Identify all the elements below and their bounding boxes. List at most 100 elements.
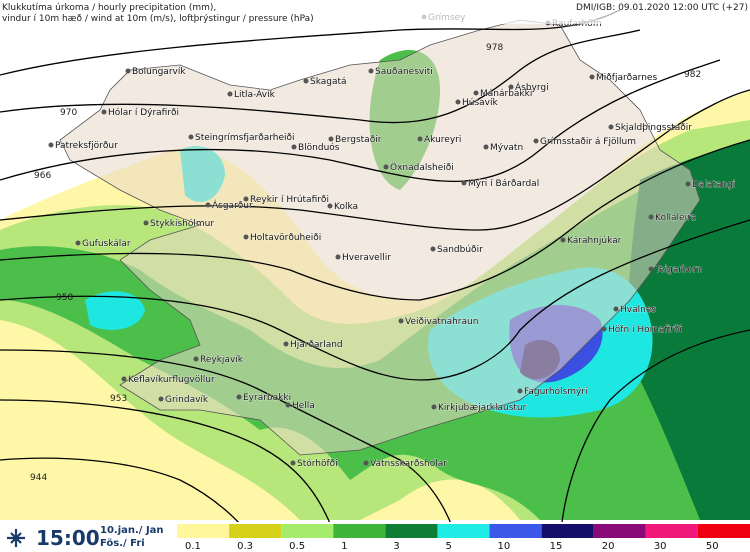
legend-swatch (437, 524, 490, 538)
station-dot (290, 460, 296, 466)
station-dot (648, 266, 654, 272)
station-label: Keflavíkurflugvöllur (128, 375, 215, 385)
station-label: Akureyri (424, 135, 461, 145)
station-label: Dalatangi (692, 180, 735, 190)
station-label: Reykir í Hrútafirði (250, 195, 329, 205)
station-label: Skjaldþingsstaðir (615, 123, 692, 133)
station-dot (461, 180, 467, 186)
station-dot (483, 144, 489, 150)
legend-label: 10 (498, 541, 511, 552)
station-label: Reykjavík (200, 355, 244, 365)
station-dot (417, 136, 423, 142)
isobar-label: 982 (684, 70, 701, 80)
station-dot (608, 124, 614, 130)
station-dot (101, 109, 107, 115)
station-label: Hella (292, 401, 315, 411)
legend-label: 20 (602, 541, 615, 552)
time-box (0, 522, 177, 552)
isobar-label: 953 (110, 394, 127, 404)
source-label: DMI/IGB: 09.01.2020 12:00 UTC (+27) (576, 3, 748, 13)
legend-label: 30 (654, 541, 667, 552)
day-label: Fös./ Fri (100, 538, 145, 549)
station-label: Patreksfjörður (55, 141, 118, 151)
station-label: Fagurhólsmýri (524, 386, 588, 397)
station-label: Sauðanesviti (375, 67, 433, 77)
station-dot (143, 220, 149, 226)
header-line: Klukkutíma úrkoma / hourly precipitation… (2, 3, 216, 13)
station-label: Kolka (334, 202, 358, 212)
station-label: Miðfjarðarnes (596, 73, 657, 83)
station-label: Veiðivatnahraun (405, 317, 478, 327)
isobar-label: 978 (486, 43, 503, 53)
date-label: 10.jan./ Jan (100, 525, 164, 536)
legend-label: 15 (550, 541, 563, 552)
station-dot (188, 134, 194, 140)
station-dot (335, 254, 341, 260)
legend-swatch (333, 524, 386, 538)
station-dot (243, 234, 249, 240)
station-label: Höfn í Hornafirði (608, 325, 682, 335)
station-label: Kirkjubæjarklaustur (438, 403, 527, 413)
station-dot (236, 394, 242, 400)
station-label: Sandbúðir (437, 245, 483, 255)
station-dot (227, 91, 233, 97)
station-dot (560, 237, 566, 243)
station-label: Gufuskálar (82, 239, 131, 249)
station-dot (430, 246, 436, 252)
station-dot (48, 142, 54, 148)
isobar-label: 966 (34, 171, 51, 181)
legend-swatch (697, 524, 750, 538)
station-dot (327, 203, 333, 209)
station-dot (473, 90, 479, 96)
station-dot (125, 68, 131, 74)
station-label: Mánárbakki (480, 89, 532, 99)
station-label: Bergstaðir (335, 135, 382, 145)
plane-icon (7, 529, 25, 547)
station-label: Kárahnjúkar (567, 236, 622, 246)
header-line: vindur í 10m hæð / wind at 10m (m/s), lo… (2, 14, 314, 24)
station-dot (685, 181, 691, 187)
legend-swatch (489, 524, 542, 538)
station-dot (158, 396, 164, 402)
header-band (0, 0, 750, 24)
station-dot (508, 84, 514, 90)
legend: 0.1 0.3 0.5 1 3 5 10 15 20 30 50 (177, 524, 750, 552)
station-dot (589, 74, 595, 80)
station-label: Hjarðarland (290, 340, 343, 350)
station-label: Teigarhorn (654, 265, 702, 275)
station-label: Hveravellir (342, 253, 391, 263)
station-dot (431, 404, 437, 410)
station-label: Bolungarvík (132, 67, 186, 77)
station-dot (398, 318, 404, 324)
station-dot (291, 144, 297, 150)
station-dot (601, 326, 607, 332)
station-label: Litla-Ávík (234, 88, 276, 100)
legend-swatch (645, 524, 698, 538)
station-label: Blönduós (298, 142, 340, 153)
station-label: Húsavík (462, 98, 499, 108)
station-dot (285, 402, 291, 408)
station-dot (243, 196, 249, 202)
station-dot (121, 376, 127, 382)
station-label: Holtavörðuheiði (250, 233, 321, 243)
station-dot (648, 214, 654, 220)
station-dot (193, 356, 199, 362)
station-dot (205, 202, 211, 208)
station-label: Hólar í Dýrafirði (108, 107, 179, 118)
isobar-labels: 970 966 958 953 944 978 982 (30, 43, 701, 483)
station-dot (517, 388, 523, 394)
station-dot (363, 460, 369, 466)
station-dot (613, 306, 619, 312)
station-dot (303, 78, 309, 84)
station-label: Steingrímsfjarðarheiði (195, 133, 295, 143)
isobar-label: 970 (60, 108, 77, 118)
station-label: Grímsstaðir á Fjöllum (540, 137, 636, 147)
time-label: 15:00 (36, 526, 100, 550)
legend-swatch (385, 524, 438, 538)
legend-label: 0.1 (185, 541, 201, 552)
station-dot (283, 341, 289, 347)
station-dot (383, 164, 389, 170)
legend-label: 5 (445, 541, 451, 552)
legend-label: 50 (706, 541, 719, 552)
